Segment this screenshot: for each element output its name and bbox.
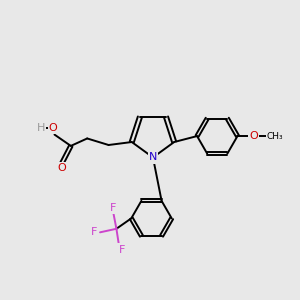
Text: F: F [91,227,97,237]
Text: O: O [58,164,66,173]
Text: CH₃: CH₃ [267,132,284,141]
Text: F: F [118,244,125,255]
Text: N: N [149,152,157,162]
Text: H: H [37,123,45,133]
Text: O: O [249,131,258,141]
Text: F: F [110,203,117,213]
Text: O: O [49,123,57,133]
